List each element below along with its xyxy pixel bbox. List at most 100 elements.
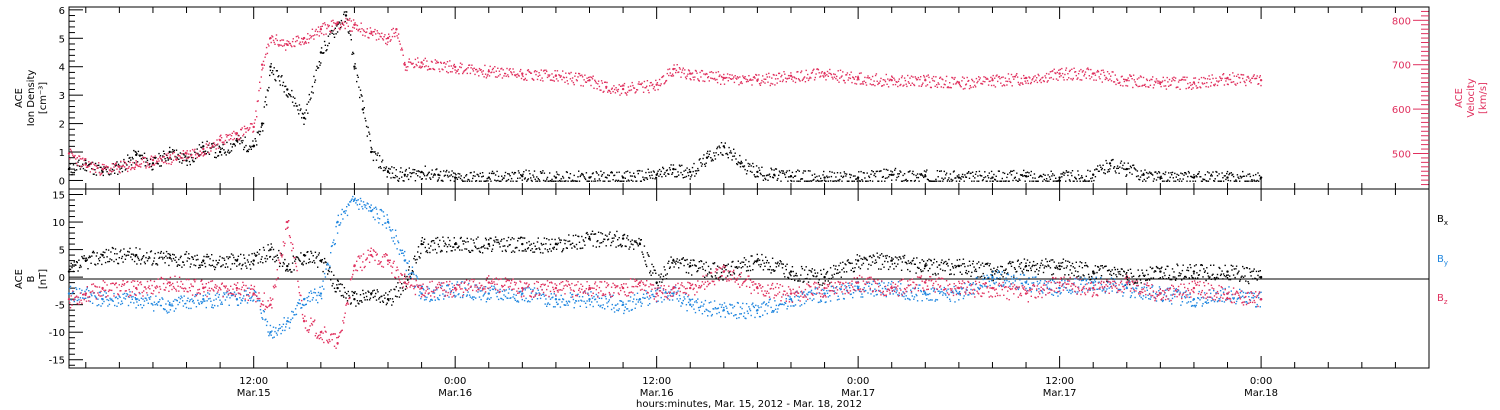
data-point bbox=[1159, 176, 1162, 179]
scatter-dot bbox=[674, 261, 676, 263]
scatter-dot bbox=[1177, 275, 1180, 277]
scatter-dot bbox=[236, 138, 238, 140]
scatter-dot bbox=[1168, 274, 1171, 277]
scatter-dot bbox=[1081, 79, 1083, 81]
scatter-dot bbox=[735, 158, 737, 160]
scatter-dot bbox=[668, 267, 671, 269]
scatter-dot bbox=[1212, 77, 1214, 80]
scatter-dot bbox=[565, 72, 567, 74]
scatter-dot bbox=[1110, 165, 1112, 167]
scatter-dot bbox=[162, 156, 164, 158]
scatter-dot bbox=[787, 180, 789, 182]
scatter-dot bbox=[797, 71, 799, 73]
scatter-dot bbox=[123, 162, 126, 164]
scatter-dot bbox=[173, 149, 175, 152]
scatter-dot bbox=[471, 64, 473, 66]
scatter-dot bbox=[272, 248, 275, 251]
scatter-dot bbox=[1249, 175, 1252, 178]
scatter-dot bbox=[415, 173, 417, 175]
scatter-dot bbox=[1218, 173, 1220, 175]
scatter-dot bbox=[523, 171, 525, 173]
scatter-dot bbox=[852, 175, 855, 177]
scatter-dot bbox=[939, 77, 941, 79]
scatter-dot bbox=[172, 253, 174, 256]
scatter-dot bbox=[1097, 165, 1099, 167]
scatter-dot bbox=[688, 168, 691, 171]
scatter-dot bbox=[781, 80, 784, 83]
scatter-dot bbox=[945, 174, 947, 176]
scatter-dot bbox=[362, 34, 364, 36]
scatter-dot bbox=[401, 287, 404, 289]
scatter-dot bbox=[1210, 85, 1212, 87]
scatter-dot bbox=[745, 81, 748, 83]
scatter-dot bbox=[387, 169, 389, 172]
scatter-dot bbox=[146, 159, 149, 162]
scatter-dot bbox=[291, 101, 294, 103]
scatter-dot bbox=[758, 167, 760, 169]
scatter-dot bbox=[772, 269, 775, 271]
scatter-dot bbox=[513, 171, 516, 174]
scatter-dot bbox=[791, 171, 794, 174]
scatter-dot bbox=[210, 150, 212, 152]
scatter-dot bbox=[1083, 275, 1085, 277]
scatter-dot bbox=[1010, 265, 1013, 267]
scatter-dot bbox=[95, 165, 98, 167]
scatter-dot bbox=[802, 78, 804, 80]
scatter-dot bbox=[247, 129, 249, 132]
scatter-dot bbox=[610, 171, 613, 173]
scatter-dot bbox=[1209, 78, 1211, 80]
scatter-dot bbox=[922, 270, 924, 272]
scatter-dot bbox=[162, 161, 165, 164]
scatter-dot bbox=[665, 79, 668, 82]
scatter-dot bbox=[652, 272, 654, 274]
scatter-dot bbox=[681, 164, 683, 167]
scatter-dot bbox=[847, 259, 849, 261]
scatter-dot bbox=[1126, 279, 1129, 281]
scatter-dot bbox=[507, 245, 509, 248]
scatter-dot bbox=[180, 157, 182, 160]
data-point bbox=[773, 173, 776, 176]
scatter-dot bbox=[136, 263, 138, 265]
scatter-dot bbox=[351, 30, 353, 32]
scatter-dot bbox=[496, 76, 498, 78]
scatter-dot bbox=[1011, 170, 1013, 172]
scatter-dot bbox=[557, 80, 559, 82]
scatter-dot bbox=[172, 149, 174, 151]
scatter-dot bbox=[185, 253, 187, 255]
series-velocity bbox=[67, 17, 1263, 176]
scatter-dot bbox=[740, 267, 742, 269]
scatter-dot bbox=[783, 71, 785, 73]
y-tick-label: -15 bbox=[49, 356, 65, 367]
scatter-dot bbox=[1194, 180, 1197, 182]
scatter-dot bbox=[327, 26, 330, 28]
scatter-dot bbox=[174, 156, 176, 158]
scatter-dot bbox=[600, 175, 603, 177]
scatter-dot bbox=[612, 90, 614, 93]
scatter-dot bbox=[439, 61, 442, 63]
scatter-dot bbox=[556, 243, 559, 246]
scatter-dot bbox=[771, 77, 773, 79]
scatter-dot bbox=[956, 80, 958, 83]
scatter-dot bbox=[959, 85, 961, 87]
scatter-dot bbox=[285, 49, 287, 51]
scatter-dot bbox=[837, 272, 839, 274]
scatter-dot bbox=[927, 270, 929, 272]
scatter-dot bbox=[1119, 162, 1122, 164]
scatter-dot bbox=[351, 290, 353, 293]
scatter-dot bbox=[393, 167, 395, 169]
scatter-dot bbox=[391, 172, 394, 174]
scatter-dot bbox=[677, 171, 679, 173]
scatter-dot bbox=[949, 273, 951, 276]
scatter-dot bbox=[358, 28, 360, 31]
scatter-dot bbox=[1004, 269, 1007, 271]
data-point bbox=[1125, 79, 1129, 82]
scatter-dot bbox=[1034, 75, 1036, 77]
scatter-dot bbox=[909, 270, 911, 273]
scatter-dot bbox=[562, 70, 564, 72]
scatter-dot bbox=[637, 83, 639, 85]
scatter-dot bbox=[740, 160, 742, 163]
scatter-dot bbox=[781, 172, 784, 174]
scatter-dot bbox=[742, 75, 744, 77]
scatter-dot bbox=[700, 260, 703, 263]
